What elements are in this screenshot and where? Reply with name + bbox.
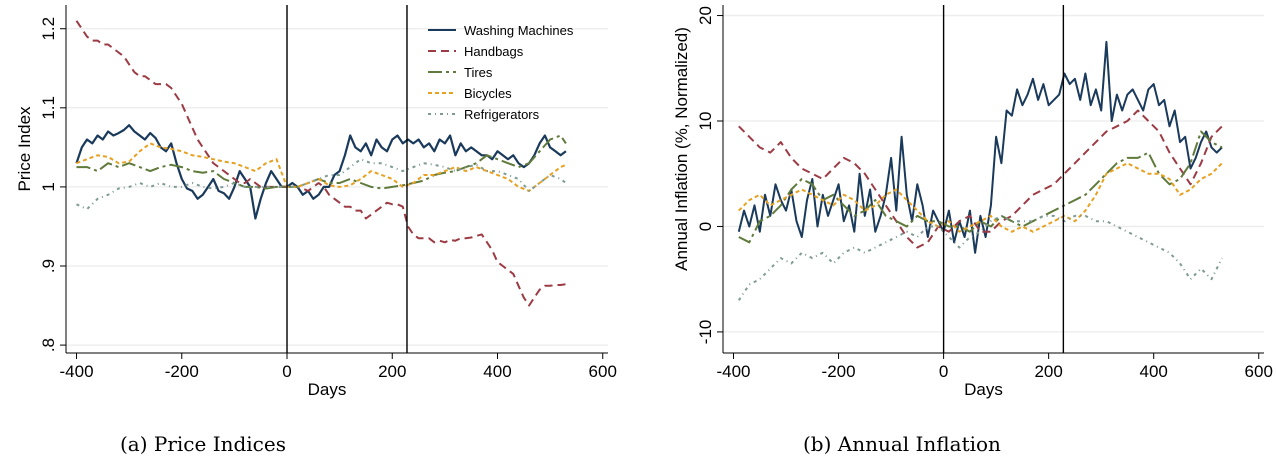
x-tick-label: 200 [1034,362,1062,381]
caption-price-indices: (a) Price Indices [120,432,286,456]
y-tick-label: 1.2 [39,17,58,41]
x-tick-label: -400 [60,362,94,381]
x-axis-title: Days [964,380,1003,399]
legend-label: Bicycles [464,86,512,101]
series-line-washing-machines [737,40,1223,254]
panel-price-indices: .8 .9 1 1.1 1.2 -400 -200 0 200 400 600 Days Price I… [15,5,617,399]
x-tick-label: 200 [378,362,406,381]
legend-label: Tires [464,65,493,80]
y-tick-label: .8 [39,338,58,352]
y-tick-label: -10 [696,320,715,345]
series-line-bicycles [76,142,567,192]
y-tick-label: .9 [39,259,58,273]
x-tick-label: 400 [1140,362,1168,381]
panel-annual-inflation: -10 0 10 20 -400 -200 0 200 400 600 Days Annual Inf… [672,5,1273,399]
series-line-tires [76,134,567,190]
x-axis-title: Days [308,380,347,399]
y-tick-label: 20 [696,6,715,25]
series-line-handbags [738,109,1223,249]
x-tick-label: 600 [589,362,617,381]
x-tick-label: 0 [282,362,291,381]
legend-label: Handbags [464,44,524,59]
y-tick-label: 1 [39,182,58,191]
x-tick-label: 400 [483,362,511,381]
series-line-bicycles [738,162,1223,233]
legend: Washing Machines Handbags Tires Bicycles Ref… [428,23,574,122]
legend-label: Washing Machines [464,23,574,38]
y-tick-label: 1.1 [39,96,58,120]
y-axis-title: Annual Inflation (%, Normalized) [672,27,691,271]
y-tick-label: 0 [696,222,715,231]
x-tick-label: 0 [939,362,948,381]
y-axis-title: Price Index [15,106,34,192]
x-tick-label: 600 [1245,362,1273,381]
y-tick-label: 10 [696,112,715,131]
x-tick-label: -200 [822,362,856,381]
legend-label: Refrigerators [464,107,540,122]
x-tick-label: -400 [716,362,750,381]
series-line-refrigerators [737,214,1223,301]
series-line-handbags [75,20,567,307]
caption-annual-inflation: (b) Annual Inflation [803,432,1001,456]
series-line-washing-machines [75,124,567,220]
x-tick-label: -200 [165,362,199,381]
series-line-tires [738,130,1223,244]
